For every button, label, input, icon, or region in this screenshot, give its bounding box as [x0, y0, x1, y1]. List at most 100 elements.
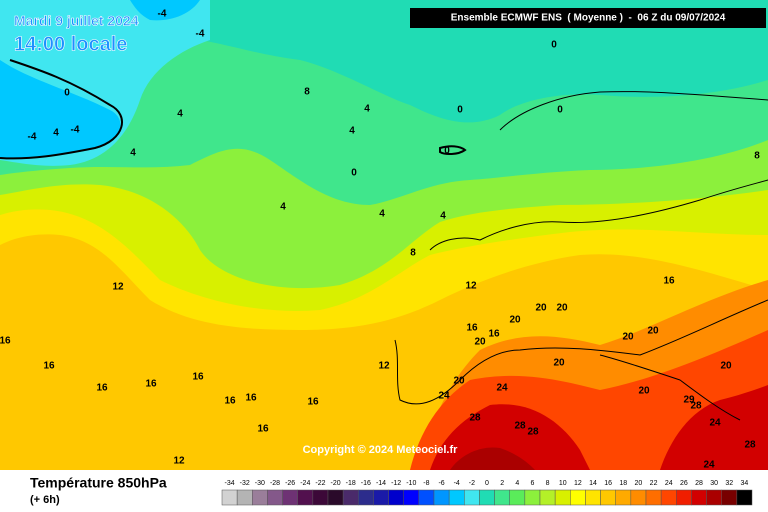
- coast: [394, 299, 768, 405]
- scale-label: -28: [270, 480, 280, 487]
- contour-label: 8: [304, 87, 310, 98]
- contour-label: 8: [754, 151, 760, 162]
- scale-label: -12: [391, 480, 401, 487]
- contour-label: 0: [457, 105, 463, 116]
- contour-label: -4: [158, 9, 167, 20]
- scale-swatch: [236, 489, 253, 506]
- scale-label: -24: [300, 480, 310, 487]
- contour-label: 28: [514, 421, 526, 432]
- contour-label: 4: [130, 148, 136, 159]
- scale-swatch: [615, 489, 632, 506]
- scale-swatch: [600, 489, 616, 506]
- contour-label: 12: [173, 456, 185, 467]
- scale-swatch: [267, 489, 283, 506]
- scale-swatch: [221, 489, 238, 506]
- scale-label: -26: [285, 480, 295, 487]
- scale-label: 22: [650, 480, 658, 487]
- scale-swatch: [494, 489, 510, 506]
- scale-swatch: [373, 489, 389, 506]
- contour-label: 20: [474, 337, 486, 348]
- contour-label: 24: [709, 418, 721, 429]
- scale-swatch: [736, 489, 753, 506]
- contour-label: 20: [720, 361, 732, 372]
- scale-label: 28: [695, 480, 703, 487]
- coast: [429, 179, 768, 251]
- scale-label: -30: [255, 480, 265, 487]
- model-info: Ensemble ECMWF ENS ( Moyenne ) - 06 Z du…: [451, 13, 726, 24]
- contour-label: 16: [224, 396, 236, 407]
- scale-label: -14: [376, 480, 386, 487]
- scale-swatch: [660, 489, 677, 506]
- scale-swatch: [388, 489, 404, 506]
- contour-label: 4: [177, 109, 183, 120]
- scale-label: 12: [574, 480, 582, 487]
- contour-label: 20: [509, 315, 521, 326]
- scale-swatch: [509, 489, 526, 506]
- scale-label: 34: [741, 480, 749, 487]
- scale-label: 4: [515, 480, 519, 487]
- scale-swatch: [282, 489, 298, 506]
- contour-label: 0: [64, 88, 70, 99]
- contour-label: 20: [556, 303, 568, 314]
- contour-label: 20: [638, 386, 650, 397]
- contour-label: 16: [245, 393, 257, 404]
- scale-swatch: [721, 489, 738, 506]
- scale-swatch: [554, 489, 571, 506]
- time: 14:00 locale: [14, 33, 127, 55]
- coast: [0, 59, 123, 160]
- scale-swatch: [585, 489, 601, 506]
- model-banner: [410, 8, 766, 28]
- scale-swatch: [676, 489, 692, 506]
- scale-label: 14: [589, 480, 597, 487]
- field-m4b: [130, 0, 200, 21]
- map-field: [0, 0, 768, 470]
- scale-label: 26: [680, 480, 688, 487]
- contour-label: 4: [280, 202, 286, 213]
- contour-label: 16: [43, 361, 55, 372]
- scale-swatch: [539, 489, 556, 506]
- contour-label: 28: [690, 401, 702, 412]
- scale-label: -18: [346, 480, 356, 487]
- scale-swatch: [448, 489, 465, 506]
- contour-label: 28: [469, 413, 481, 424]
- contour-label: 24: [438, 391, 450, 402]
- scale-label: -8: [423, 480, 429, 487]
- coast: [499, 91, 768, 131]
- contour-label: 4: [349, 126, 355, 137]
- contour-label: 16: [257, 424, 269, 435]
- scale-label: -10: [406, 480, 416, 487]
- contour-label: 16: [145, 379, 157, 390]
- contour-label: 8: [410, 248, 416, 259]
- contour-label: 0: [557, 105, 563, 116]
- coast: [439, 145, 467, 156]
- coast: [599, 354, 741, 421]
- scale-label: 30: [710, 480, 718, 487]
- footer-subtitle: (+ 6h): [30, 494, 60, 506]
- contour-label: 24: [496, 383, 508, 394]
- scale-swatch: [327, 489, 344, 506]
- scale-label: -6: [438, 480, 444, 487]
- scale-label: -34: [225, 480, 235, 487]
- scale-label: 2: [500, 480, 504, 487]
- scale-swatch: [645, 489, 662, 506]
- scale-label: 0: [485, 480, 489, 487]
- contour-label: 28: [744, 440, 756, 451]
- contour-label: -4: [28, 132, 37, 143]
- contour-label: 20: [453, 376, 465, 387]
- field-m4: [0, 60, 121, 159]
- contour-label: 16: [307, 397, 319, 408]
- scale-label: -32: [240, 480, 250, 487]
- scale-swatch: [464, 489, 480, 506]
- scale-swatch: [252, 489, 268, 506]
- scale-label: 10: [559, 480, 567, 487]
- contour-label: 12: [465, 281, 477, 292]
- scale-swatch: [312, 489, 329, 506]
- scale-swatch: [691, 489, 707, 506]
- contour-label: 12: [378, 361, 390, 372]
- color-scale: -34 -32 -30 -28 -26 -24 -22 -20 -18 -16 -14 -12 -10-…: [221, 480, 753, 506]
- date: Mardi 9 juillet 2024: [14, 13, 139, 29]
- scale-label: 8: [546, 480, 550, 487]
- contour-label: -4: [71, 125, 80, 136]
